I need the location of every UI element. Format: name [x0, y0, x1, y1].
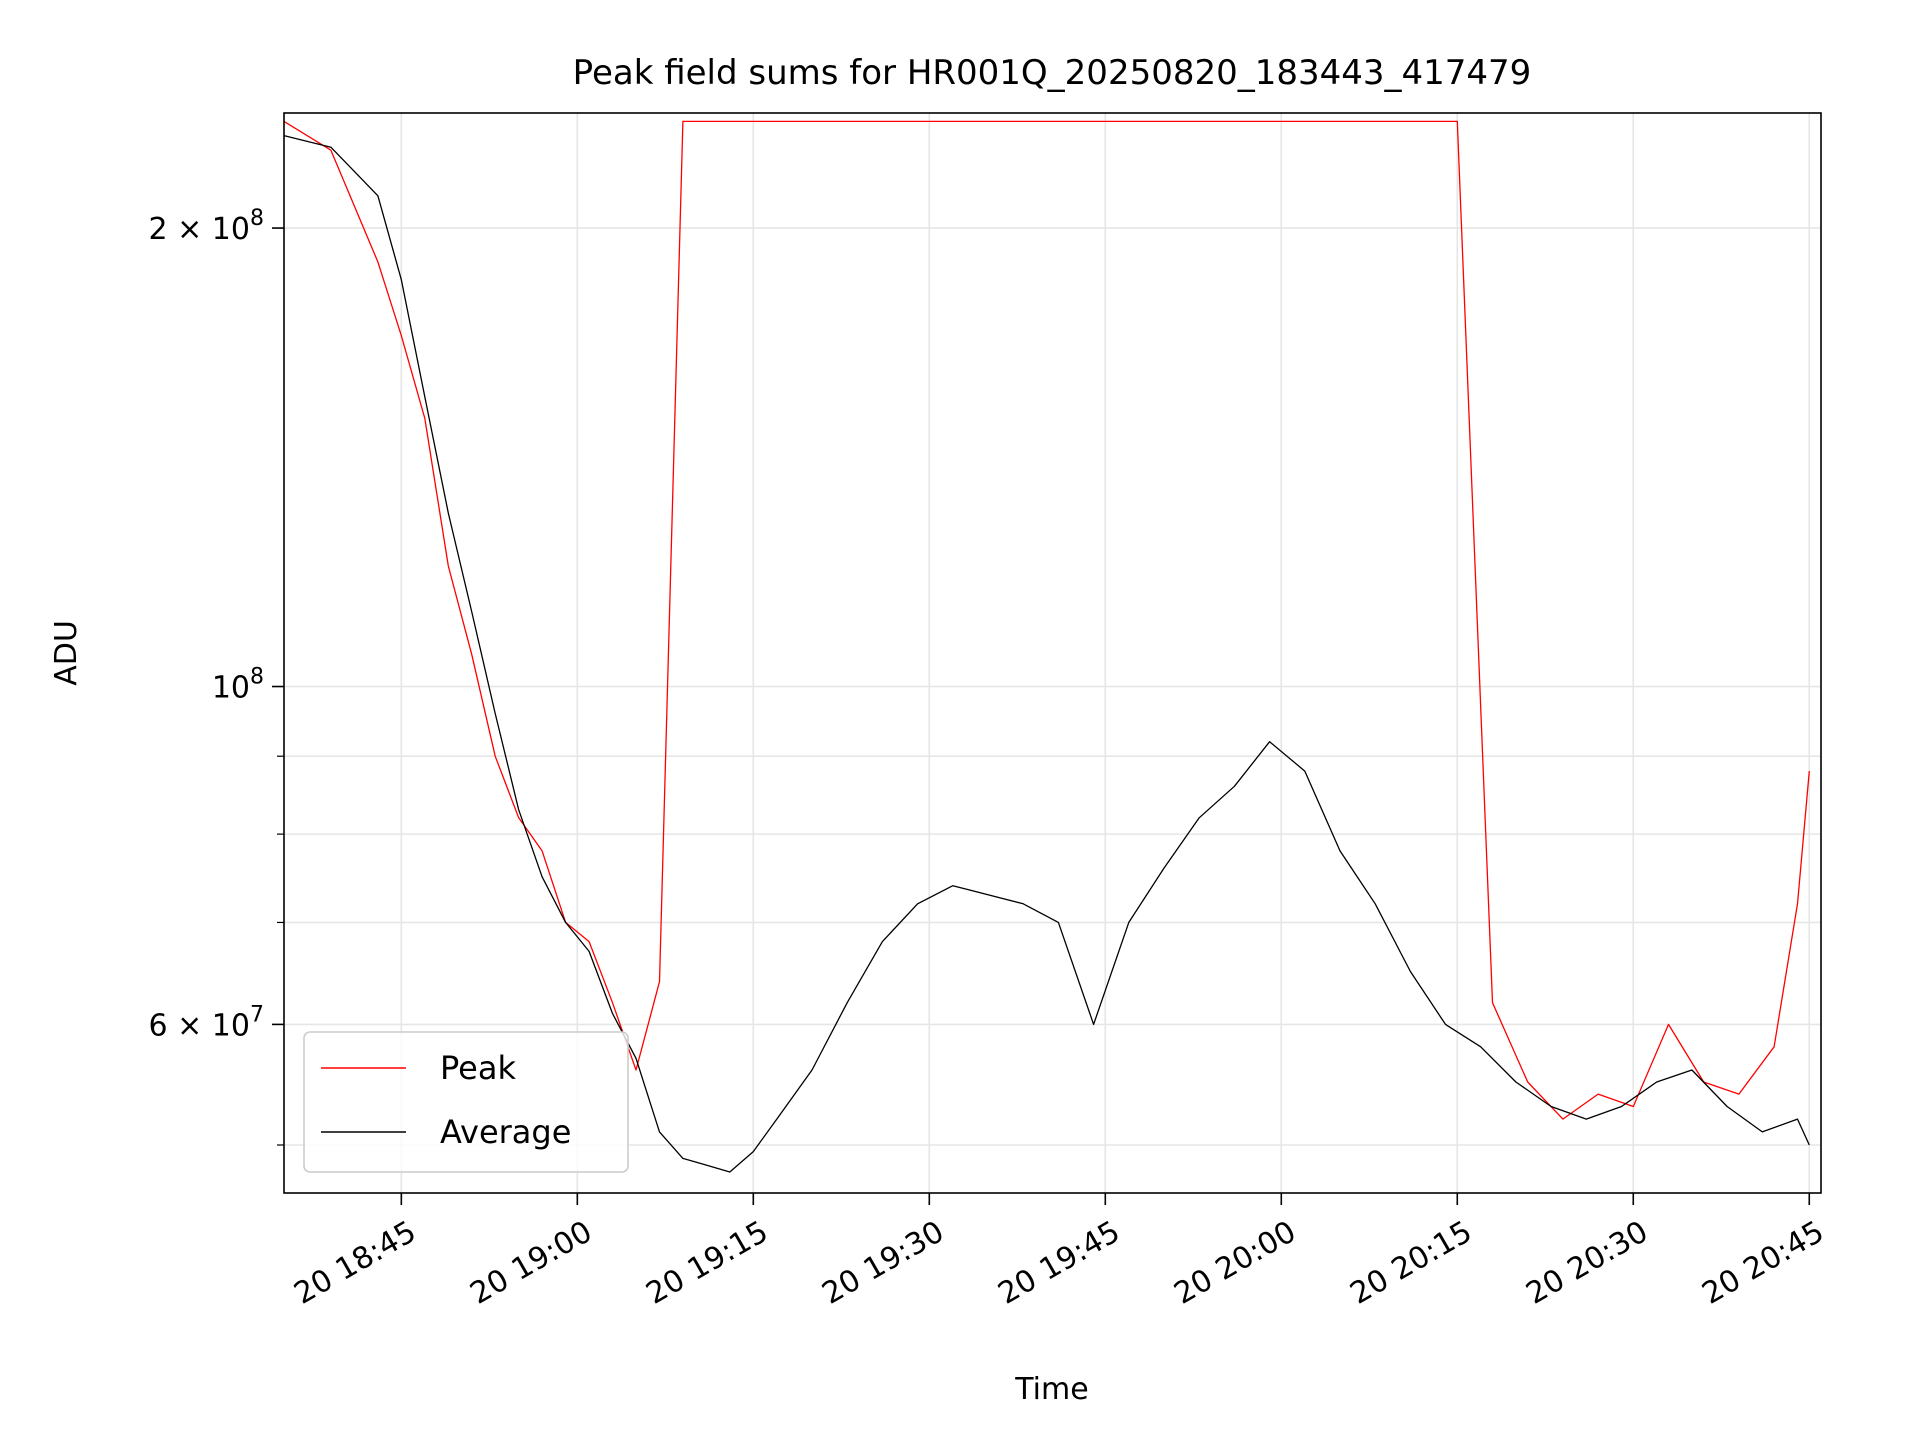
y-axis-label: ADU: [49, 620, 84, 686]
legend-peak-label: Peak: [440, 1049, 516, 1087]
plot-frame: [283, 112, 1822, 1194]
series-peak-line: [283, 120, 1810, 1120]
y-axis: 2 × 108 108 6 × 107: [149, 206, 284, 1146]
series-average-group: [283, 134, 1810, 1173]
legend-average-label: Average: [440, 1113, 571, 1151]
legend: Peak Average: [303, 1031, 629, 1173]
y-tick-label: 2 × 108: [149, 206, 264, 247]
y-tick-label: 6 × 107: [149, 1002, 264, 1043]
x-axis-label: Time: [1014, 1372, 1088, 1407]
y-tick-label: 108: [212, 665, 264, 706]
gridlines: [284, 113, 1821, 1193]
series-peak-group: [283, 120, 1810, 1120]
series-average-line: [283, 134, 1810, 1173]
legend-box: [303, 1031, 629, 1173]
chart-title: Peak field sums for HR001Q_20250820_1834…: [573, 53, 1532, 93]
